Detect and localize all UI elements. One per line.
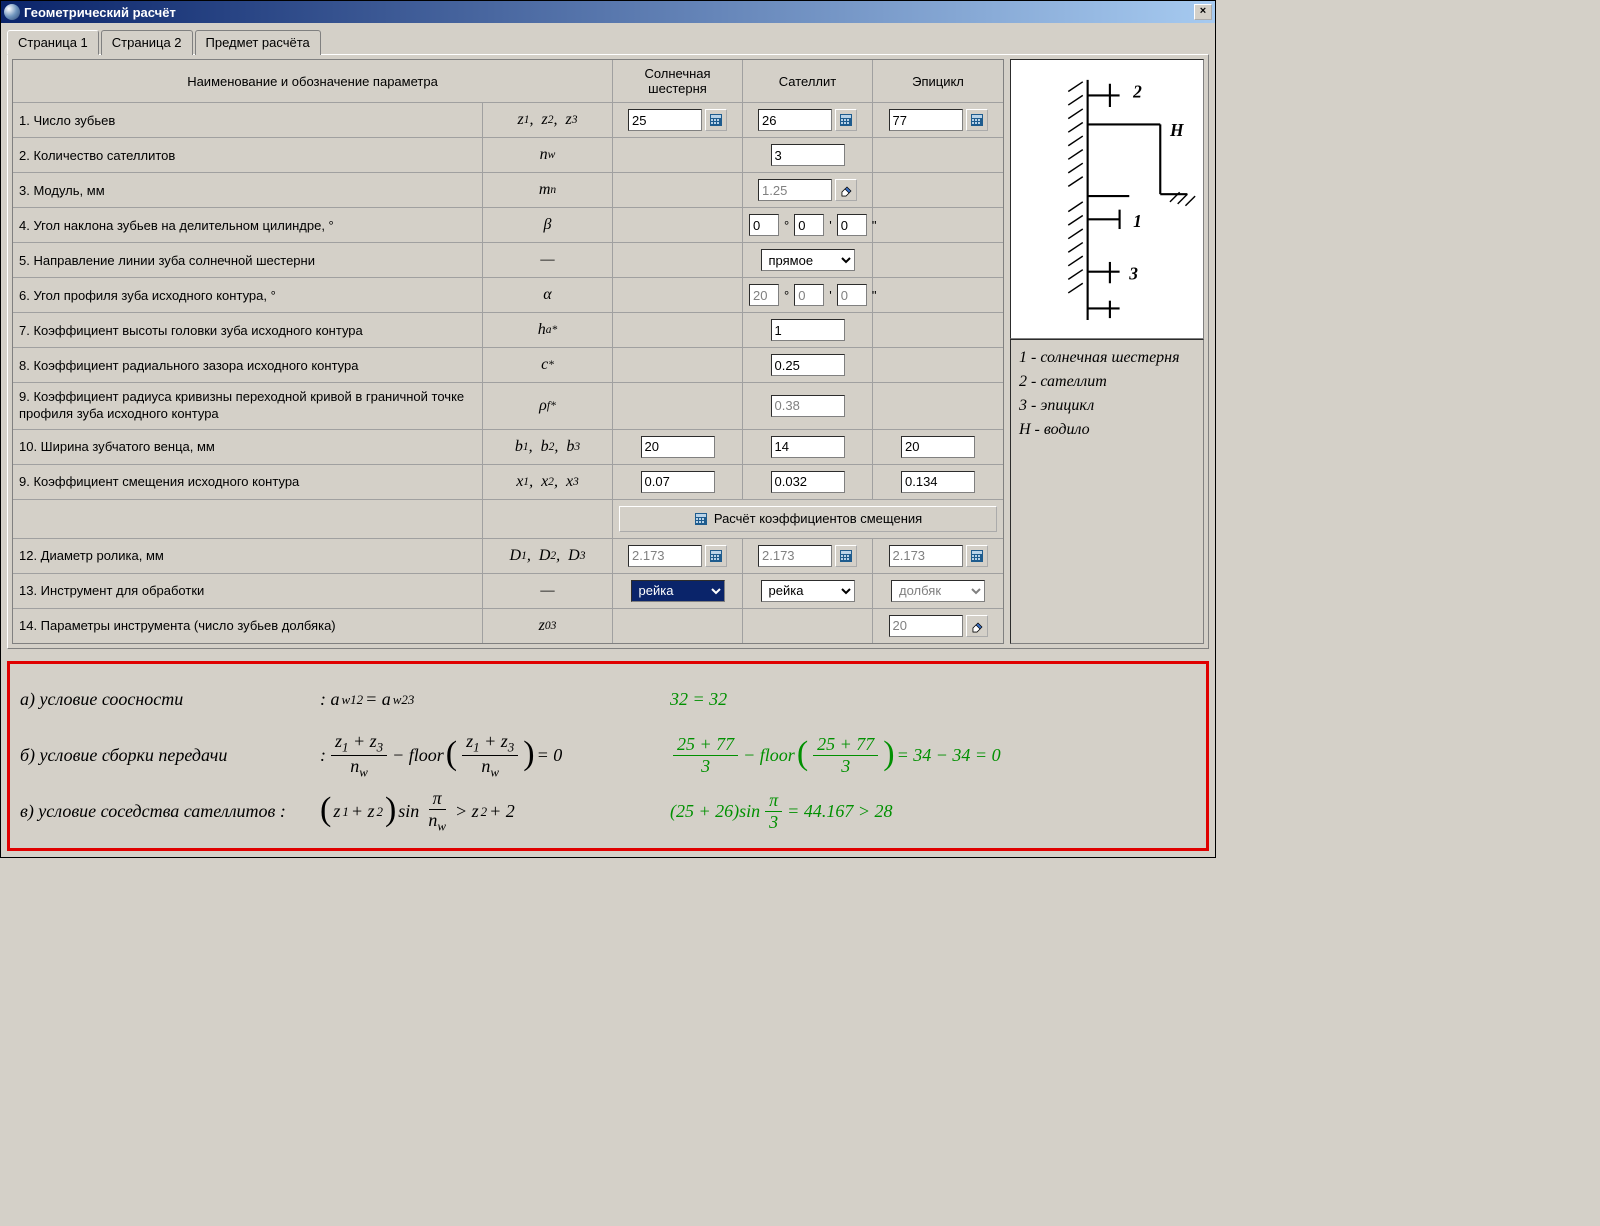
D2-input[interactable] (758, 545, 832, 567)
calc-icon[interactable] (705, 109, 727, 131)
nw-input[interactable] (771, 144, 845, 166)
col-header-sat: Сателлит (743, 60, 873, 102)
row-tool: 13. Инструмент для обработки — рейка рей… (13, 574, 1003, 609)
D1-input[interactable] (628, 545, 702, 567)
tool2-select[interactable]: рейка (761, 580, 855, 602)
row-D: 12. Диаметр ролика, мм D1, D2, D3 (13, 539, 1003, 574)
row-x: 9. Коэффициент смещения исходного контур… (13, 465, 1003, 500)
tab-subject[interactable]: Предмет расчёта (195, 30, 321, 55)
close-button[interactable]: × (1194, 4, 1212, 20)
formula-a-expr: : aw12 = aw23 (320, 689, 660, 710)
row-direction: 5. Направление линии зуба солнечной шест… (13, 243, 1003, 278)
b3-input[interactable] (901, 436, 975, 458)
z03-input[interactable] (889, 615, 963, 637)
formula-a-label: а) условие соосности (20, 689, 320, 710)
legend-1: 1 - солнечная шестерня (1019, 346, 1195, 370)
svg-text:3: 3 (1128, 263, 1138, 283)
formula-b-expr: : z1 + z3nw − floor ( z1 + z3nw ) = 0 (320, 731, 660, 781)
app-icon (4, 4, 20, 20)
window: Геометрический расчёт × Страница 1 Стран… (0, 0, 1216, 858)
calc-icon[interactable] (966, 545, 988, 567)
row-beta: 4. Угол наклона зубьев на делительном ци… (13, 208, 1003, 243)
row-z03: 14. Параметры инструмента (число зубьев … (13, 609, 1003, 643)
legend: 1 - солнечная шестерня 2 - сателлит 3 - … (1010, 339, 1204, 644)
eraser-icon[interactable] (966, 615, 988, 637)
alpha-deg[interactable] (749, 284, 779, 306)
row-teeth: 1. Число зубьев z1, z2, z3 (13, 103, 1003, 138)
tab-panel: Наименование и обозначение параметра Сол… (7, 54, 1209, 649)
x1-input[interactable] (641, 471, 715, 493)
calc-icon[interactable] (966, 109, 988, 131)
legend-3: 3 - эпицикл (1019, 394, 1195, 418)
beta-min[interactable] (794, 214, 824, 236)
row-module: 3. Модуль, мм mn (13, 173, 1003, 208)
tool1-select[interactable]: рейка (631, 580, 725, 602)
formula-box: а) условие соосности : aw12 = aw23 б) ус… (7, 661, 1209, 851)
tab-page1[interactable]: Страница 1 (7, 30, 99, 55)
z2-input[interactable] (758, 109, 832, 131)
row-c: 8. Коэффициент радиального зазора исходн… (13, 348, 1003, 383)
tab-row: Страница 1 Страница 2 Предмет расчёта (7, 30, 1209, 55)
calc-icon[interactable] (835, 109, 857, 131)
beta-deg[interactable] (749, 214, 779, 236)
row-calc-shift: Расчёт коэффициентов смещения (13, 500, 1003, 539)
right-column: 2 H 1 3 1 - солнечная шестерня 2 - сател… (1010, 59, 1204, 644)
diagram: 2 H 1 3 (1010, 59, 1204, 339)
formula-b-label: б) условие сборки передачи (20, 745, 320, 766)
formula-c-label: в) условие соседства сателлитов : (20, 801, 320, 822)
legend-H: H - водило (1019, 418, 1195, 442)
param-grid: Наименование и обозначение параметра Сол… (12, 59, 1004, 644)
svg-text:1: 1 (1133, 211, 1142, 231)
formula-c-result: (25 + 26)sin π3 = 44.167 > 28 (670, 790, 1196, 833)
direction-select[interactable]: прямое (761, 249, 855, 271)
row-nw: 2. Количество сателлитов nw (13, 138, 1003, 173)
svg-text:H: H (1169, 120, 1184, 140)
row-b: 10. Ширина зубчатого венца, мм b1, b2, b… (13, 430, 1003, 465)
formula-a-result: 32 = 32 (670, 689, 1196, 710)
row-alpha: 6. Угол профиля зуба исходного контура, … (13, 278, 1003, 313)
beta-sec[interactable] (837, 214, 867, 236)
D3-input[interactable] (889, 545, 963, 567)
x3-input[interactable] (901, 471, 975, 493)
eraser-icon[interactable] (835, 179, 857, 201)
window-title: Геометрический расчёт (24, 5, 176, 20)
svg-text:2: 2 (1132, 81, 1142, 101)
c-input[interactable] (771, 354, 845, 376)
col-header-name: Наименование и обозначение параметра (13, 60, 613, 102)
calc-shift-button[interactable]: Расчёт коэффициентов смещения (619, 506, 997, 532)
z1-input[interactable] (628, 109, 702, 131)
row-ha: 7. Коэффициент высоты головки зуба исход… (13, 313, 1003, 348)
x2-input[interactable] (771, 471, 845, 493)
tool3-select[interactable]: долбяк (891, 580, 985, 602)
ha-input[interactable] (771, 319, 845, 341)
titlebar: Геометрический расчёт × (1, 1, 1215, 23)
mn-input[interactable] (758, 179, 832, 201)
z3-input[interactable] (889, 109, 963, 131)
formula-b-result: 25 + 773 − floor (25 + 773) = 34 − 34 = … (670, 734, 1196, 777)
alpha-min[interactable] (794, 284, 824, 306)
col-header-epi: Эпицикл (873, 60, 1003, 102)
calc-icon[interactable] (705, 545, 727, 567)
rhof-input[interactable] (771, 395, 845, 417)
b2-input[interactable] (771, 436, 845, 458)
legend-2: 2 - сателлит (1019, 370, 1195, 394)
formula-c-expr: (z1 + z2)sin πnw > z2 + 2 (320, 788, 660, 835)
b1-input[interactable] (641, 436, 715, 458)
row-rhof: 9. Коэффициент радиуса кривизны переходн… (13, 383, 1003, 430)
calc-icon[interactable] (835, 545, 857, 567)
alpha-sec[interactable] (837, 284, 867, 306)
col-header-sun: Солнечная шестерня (613, 60, 743, 102)
tab-page2[interactable]: Страница 2 (101, 30, 193, 55)
